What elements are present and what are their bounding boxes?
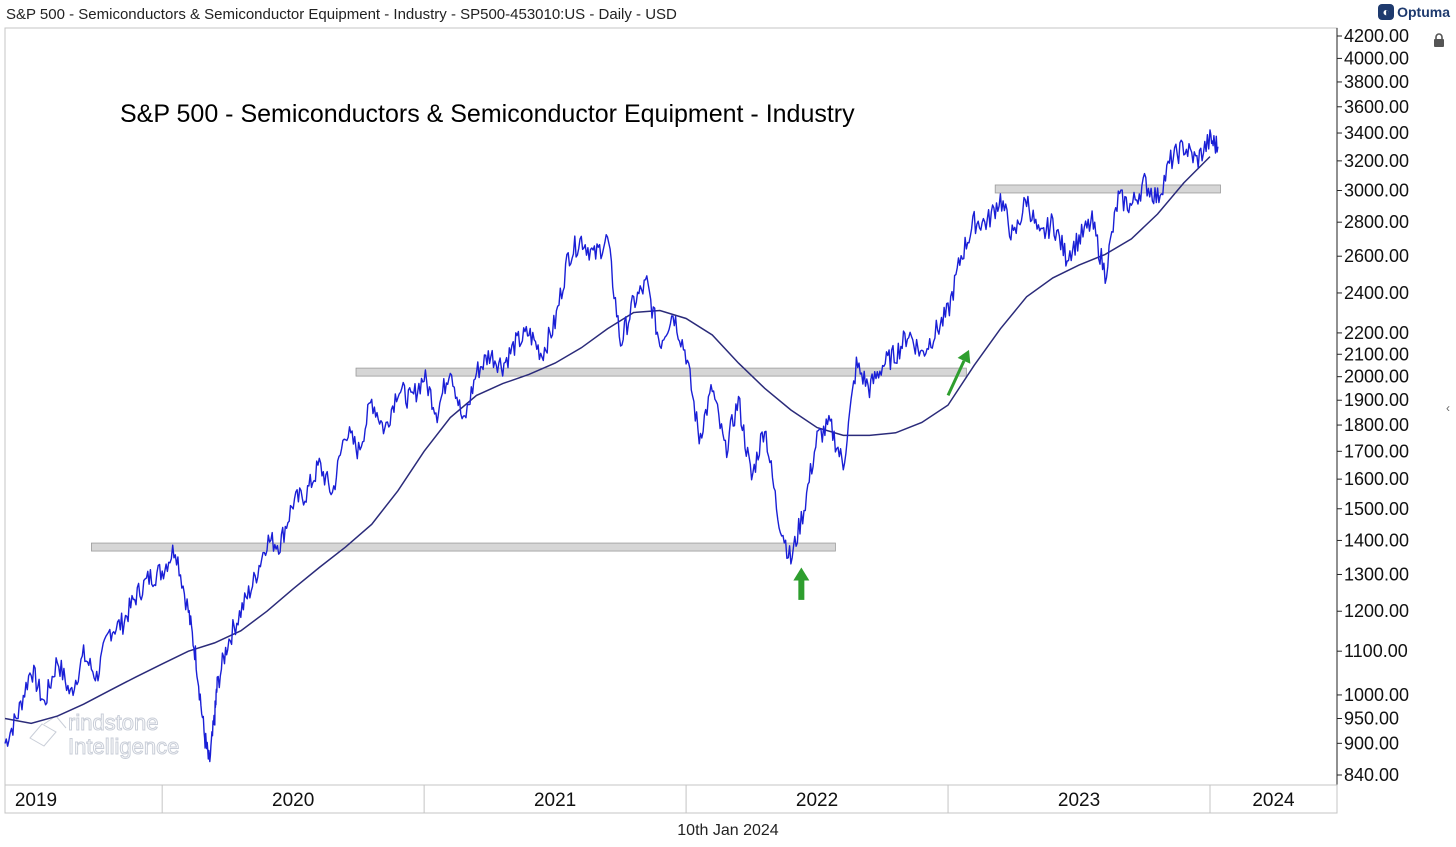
y-tick-label: 3000.00	[1344, 180, 1409, 200]
watermark: rindstone Intelligence	[29, 710, 180, 760]
y-tick-label: 1200.00	[1344, 601, 1409, 621]
watermark-line1: rindstone	[68, 710, 159, 735]
y-tick-label: 1900.00	[1344, 390, 1409, 410]
moving-average-layer	[4, 156, 1211, 725]
y-tick-label: 1500.00	[1344, 499, 1409, 519]
footer-date: 10th Jan 2024	[677, 822, 779, 839]
chart-header: S&P 500 - Semiconductors & Semiconductor…	[6, 6, 677, 23]
y-tick-label: 950.00	[1344, 708, 1399, 728]
y-tick-label: 2600.00	[1344, 246, 1409, 266]
y-tick-label: 1700.00	[1344, 441, 1409, 461]
y-tick-label: 2100.00	[1344, 344, 1409, 364]
optuma-logo-icon: ◐	[1378, 4, 1395, 20]
x-tick-label: 2020	[272, 790, 314, 811]
zone-band	[91, 542, 836, 552]
moving-average-line	[4, 156, 1211, 725]
y-tick-label: 1800.00	[1344, 415, 1409, 435]
annotation-arrows	[793, 349, 971, 600]
up-arrow-shaft	[798, 579, 805, 600]
x-axis: 2019 2020 2021 2022 2023 2024	[15, 785, 1295, 813]
y-tick-label: 900.00	[1344, 733, 1399, 753]
collapse-arrow-icon[interactable]: ‹	[1446, 401, 1450, 415]
y-tick-label: 4200.00	[1344, 26, 1409, 46]
up-arrow-head	[793, 567, 810, 581]
y-tick-label: 1000.00	[1344, 685, 1409, 705]
y-tick-label: 3600.00	[1344, 97, 1409, 117]
chart-frame	[4, 27, 1338, 814]
y-tick-label: 3200.00	[1344, 151, 1409, 171]
price-layer	[4, 129, 1219, 763]
y-tick-label: 2800.00	[1344, 212, 1409, 232]
y-tick-label: 3800.00	[1344, 72, 1409, 92]
x-tick-label: 2019	[15, 790, 57, 811]
y-tick-label: 1600.00	[1344, 469, 1409, 489]
y-tick-label: 2200.00	[1344, 323, 1409, 343]
zone-band	[355, 367, 967, 377]
chart-title: S&P 500 - Semiconductors & Semiconductor…	[120, 100, 855, 128]
y-tick-label: 3400.00	[1344, 123, 1409, 143]
y-tick-label: 1400.00	[1344, 530, 1409, 550]
x-tick-label: 2024	[1252, 790, 1295, 811]
logo-text: Optuma	[1397, 4, 1450, 20]
y-tick-label: 4000.00	[1344, 48, 1409, 68]
support-resistance-zones	[91, 184, 1221, 552]
y-tick-label: 1100.00	[1344, 641, 1408, 661]
diagonal-arrow-head	[957, 349, 971, 364]
x-tick-label: 2021	[534, 790, 576, 811]
watermark-line2: Intelligence	[68, 734, 179, 759]
diagonal-arrow-shaft	[946, 360, 966, 397]
x-tick-label: 2022	[796, 790, 838, 811]
y-tick-label: 2400.00	[1344, 283, 1409, 303]
y-tick-label: 2000.00	[1344, 367, 1409, 387]
lock-icon[interactable]	[1432, 33, 1446, 47]
x-tick-label: 2023	[1058, 790, 1100, 811]
price-line	[4, 129, 1219, 763]
y-tick-label: 1300.00	[1344, 564, 1409, 584]
zone-band	[994, 184, 1221, 194]
y-tick-label: 840.00	[1344, 765, 1399, 785]
optuma-logo: ◐ Optuma	[1378, 4, 1450, 20]
